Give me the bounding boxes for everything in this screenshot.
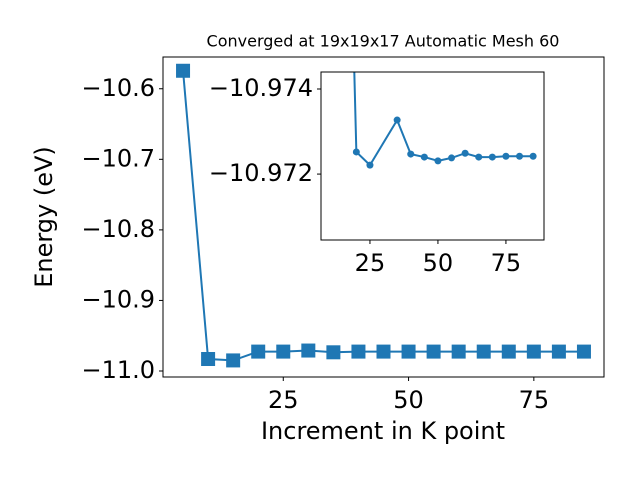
marker [426,344,441,359]
x-axis-label: Increment in K point [261,417,505,445]
x-tick-label: 75 [491,249,522,277]
x-tick-label: 25 [355,249,386,277]
marker [226,353,241,368]
marker [526,344,541,359]
marker [351,344,366,359]
y-tick-label: −10.7 [81,144,155,172]
y-tick-label: −10.972 [209,159,313,187]
marker [576,344,591,359]
marker [461,149,469,157]
x-tick-label: 75 [519,386,550,414]
y-axis-label: Energy (eV) [30,146,58,288]
marker [401,344,416,359]
marker [448,154,456,162]
marker [366,161,374,169]
x-tick-label: 50 [393,386,424,414]
marker [551,344,566,359]
marker [451,344,466,359]
marker [201,352,216,367]
x-tick-label: 50 [423,249,454,277]
marker [502,152,510,160]
y-tick-label: −11.0 [81,356,155,384]
marker [501,344,516,359]
marker [276,344,291,359]
y-tick-label: −10.974 [209,74,313,102]
marker [393,116,401,124]
marker [488,153,496,161]
marker [326,345,341,360]
marker [476,344,491,359]
y-tick-label: −10.8 [81,215,155,243]
marker [434,157,442,165]
marker [516,152,524,160]
marker [176,63,191,78]
marker [376,344,391,359]
marker [420,153,428,161]
axes-frame [320,71,545,241]
series-group [176,63,591,368]
marker [251,344,266,359]
y-tick-label: −10.9 [81,285,155,313]
marker [475,153,483,161]
marker [352,148,360,156]
marker [529,152,537,160]
marker [407,150,415,158]
chart-title: Converged at 19x19x17 Automatic Mesh 60 [207,32,560,51]
series-group [352,72,537,169]
x-tick-label: 25 [268,386,299,414]
axes-frame [162,56,605,378]
y-tick-label: −10.6 [81,74,155,102]
marker [301,343,316,358]
